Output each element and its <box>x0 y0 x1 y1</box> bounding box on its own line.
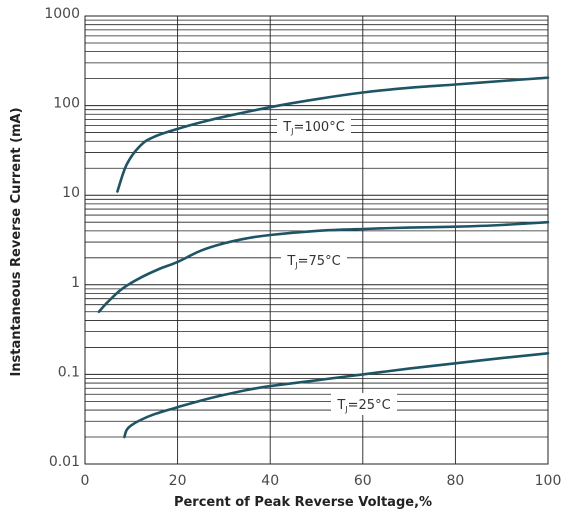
y-tick-label: 1 <box>71 275 80 291</box>
series-line-2 <box>97 220 550 314</box>
x-tick-label: 40 <box>261 473 279 489</box>
series-label-2: TJ=75°C <box>286 254 340 270</box>
series-line-1 <box>116 76 550 193</box>
series-label-box <box>281 249 347 271</box>
x-tick-label: 0 <box>81 473 90 489</box>
y-tick-label: 10 <box>62 185 80 201</box>
series-lines <box>97 76 550 439</box>
y-tick-label: 1000 <box>44 6 80 22</box>
tick-labels: 0 20 40 60 80 100 0.01 0.1 1 10 100 1000 <box>44 6 561 489</box>
x-tick-label: 100 <box>535 473 562 489</box>
series-label-box <box>331 393 397 415</box>
y-tick-label: 0.01 <box>49 454 80 470</box>
y-tick-label: 100 <box>53 96 80 112</box>
series-label-3: TJ=25°C <box>336 398 390 414</box>
series-line-3 <box>123 352 550 439</box>
x-tick-label: 80 <box>446 473 464 489</box>
y-tick-label: 0.1 <box>58 364 80 380</box>
series-label-box <box>277 115 351 137</box>
x-tick-label: 20 <box>169 473 187 489</box>
series-label-1: TJ=100°C <box>282 120 345 136</box>
x-axis-label: Percent of Peak Reverse Voltage,% <box>174 495 432 510</box>
plot-frame <box>84 15 549 465</box>
series-labels: TJ=100°C TJ=75°C TJ=25°C <box>277 115 397 415</box>
x-tick-label: 60 <box>354 473 372 489</box>
y-axis-label: Instantaneous Reverse Current (mA) <box>9 107 24 376</box>
